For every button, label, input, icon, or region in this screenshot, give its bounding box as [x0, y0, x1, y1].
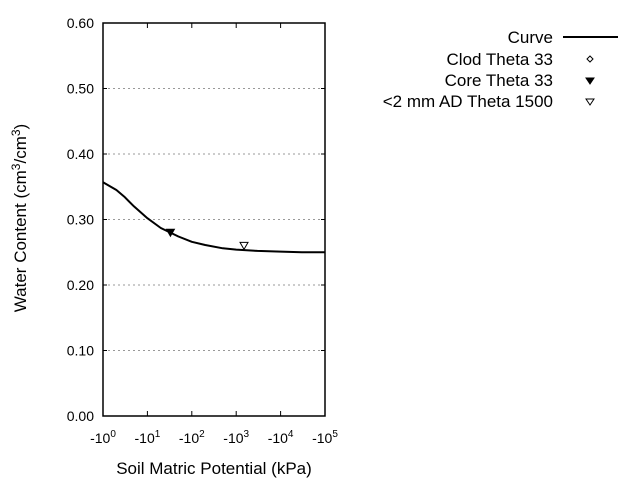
axis-ticks [103, 22, 325, 417]
legend-open-diamond-icon [586, 55, 594, 63]
x-tick-label: -102 [179, 429, 205, 446]
y-tick-label: 0.40 [67, 146, 94, 162]
y-tick-label: 0.20 [67, 277, 94, 293]
curve-series [102, 181, 325, 254]
y-tick-labels: 0.00 0.10 0.20 0.30 0.40 0.50 0.60 [67, 15, 94, 424]
marker-series [165, 228, 249, 251]
y-tick-label: 0.00 [67, 408, 94, 424]
legend-label-clod: Clod Theta 33 [447, 50, 553, 69]
x-tick-label: -100 [90, 429, 116, 446]
x-tick-label: -103 [223, 429, 249, 446]
y-tick-label: 0.60 [67, 15, 94, 31]
x-tick-labels: -100 -101 -102 -103 -104 -105 [90, 429, 338, 446]
y-tick-label: 0.30 [67, 212, 94, 228]
curve-line [102, 181, 325, 254]
legend: Curve Clod Theta 33 Core Theta 33 <2 mm … [383, 28, 618, 111]
x-tick-label: -101 [135, 429, 161, 446]
legend-label-core: Core Theta 33 [445, 71, 553, 90]
y-gridlines [103, 88, 325, 351]
legend-filled-triangle-down-icon [585, 77, 595, 85]
legend-label-curve: Curve [508, 28, 553, 47]
x-axis-title: Soil Matric Potential (kPa) [116, 459, 312, 478]
y-axis-title: Water Content (cm3/cm3) [9, 124, 30, 312]
x-tick-label: -105 [312, 429, 338, 446]
x-tick-label: -104 [268, 429, 294, 446]
legend-label-ad: <2 mm AD Theta 1500 [383, 92, 553, 111]
filled-triangle-down-marker [165, 228, 176, 238]
y-tick-label: 0.10 [67, 343, 94, 359]
open-triangle-down-marker [239, 241, 249, 251]
legend-open-triangle-down-icon [585, 98, 595, 106]
y-tick-label: 0.50 [67, 81, 94, 97]
